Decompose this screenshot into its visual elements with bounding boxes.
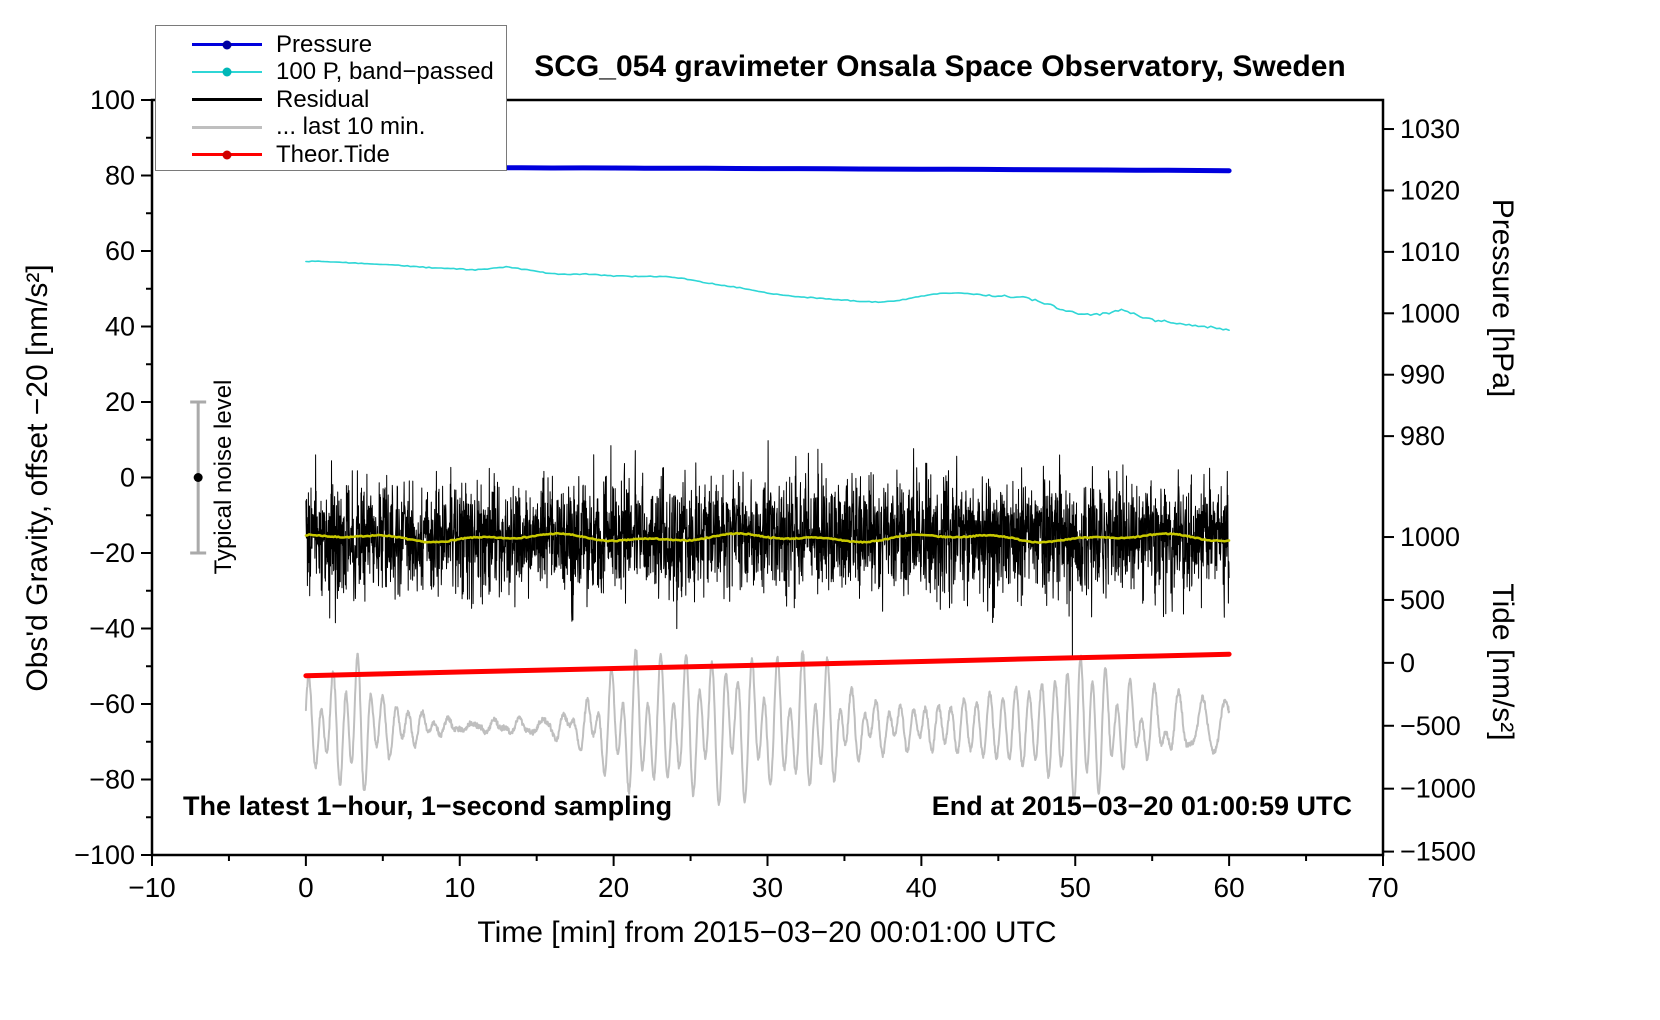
pressure-line-icon (192, 40, 262, 50)
legend-item-label: 100 P, band−passed (276, 58, 494, 86)
svg-text:60: 60 (1214, 872, 1245, 903)
legend-item-label: ... last 10 min. (276, 113, 426, 141)
chart-legend: Pressure 100 P, band−passed Residual ...… (155, 25, 507, 171)
svg-text:1010: 1010 (1400, 237, 1460, 267)
svg-text:−500: −500 (1400, 711, 1461, 741)
legend-item-label: Residual (276, 85, 370, 113)
svg-text:10: 10 (444, 872, 475, 903)
svg-text:−60: −60 (89, 689, 135, 719)
legend-marker-dot (222, 150, 232, 160)
svg-text:1030: 1030 (1400, 114, 1460, 144)
end-time-note: End at 2015−03−20 01:00:59 UTC (931, 791, 1352, 821)
svg-text:70: 70 (1367, 872, 1398, 903)
legend-item-band-passed: 100 P, band−passed (156, 58, 506, 87)
svg-text:−1000: −1000 (1400, 774, 1476, 804)
svg-text:−100: −100 (74, 840, 135, 870)
svg-text:40: 40 (906, 872, 937, 903)
legend-item-theor-tide: Theor.Tide (156, 141, 506, 169)
svg-text:1000: 1000 (1400, 522, 1460, 552)
svg-text:0: 0 (298, 872, 314, 903)
legend-item-residual: Residual (156, 86, 506, 114)
svg-text:−20: −20 (89, 538, 135, 568)
svg-text:0: 0 (120, 463, 135, 493)
legend-item-label: Theor.Tide (276, 140, 390, 168)
svg-text:−10: −10 (128, 872, 176, 903)
band-passed-line-icon (192, 67, 262, 77)
svg-text:990: 990 (1400, 360, 1445, 390)
last-10-min-line-icon (192, 125, 262, 129)
chart-title: SCG_054 gravimeter Onsala Space Observat… (534, 50, 1346, 83)
legend-marker-dot (222, 40, 232, 50)
legend-item-last-10-min: ... last 10 min. (156, 113, 506, 142)
left-axis-label: Obs'd Gravity, offset −20 [nm/s²] (21, 264, 54, 692)
theor-tide-line-icon (192, 150, 262, 160)
svg-text:40: 40 (105, 312, 135, 342)
residual-line-icon (192, 98, 262, 102)
svg-text:80: 80 (105, 161, 135, 191)
svg-text:−1500: −1500 (1400, 837, 1476, 867)
svg-text:500: 500 (1400, 585, 1445, 615)
svg-text:0: 0 (1400, 648, 1415, 678)
x-axis-label: Time [min] from 2015−03−20 00:01:00 UTC (477, 916, 1057, 949)
svg-text:20: 20 (105, 387, 135, 417)
svg-text:60: 60 (105, 236, 135, 266)
typical-noise-level-label: Typical noise level (210, 379, 237, 575)
legend-item-pressure: Pressure (156, 31, 506, 59)
svg-text:30: 30 (752, 872, 783, 903)
svg-text:980: 980 (1400, 421, 1445, 451)
svg-text:1000: 1000 (1400, 298, 1460, 328)
tide-axis-label: Tide [nm/s²] (1486, 583, 1519, 741)
svg-text:100: 100 (90, 85, 135, 115)
svg-text:50: 50 (1060, 872, 1091, 903)
svg-text:20: 20 (598, 872, 629, 903)
svg-text:−80: −80 (89, 765, 135, 795)
svg-text:−40: −40 (89, 614, 135, 644)
legend-item-label: Pressure (276, 30, 373, 58)
sampling-note: The latest 1−hour, 1−second sampling (183, 791, 673, 821)
pressure-axis-label: Pressure [hPa] (1486, 198, 1519, 398)
svg-text:1020: 1020 (1400, 175, 1460, 205)
legend-marker-dot (222, 67, 232, 77)
